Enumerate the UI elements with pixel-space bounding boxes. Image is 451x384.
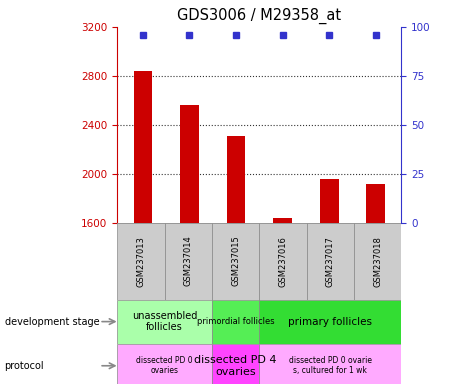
- Text: unassembled
follicles: unassembled follicles: [132, 311, 197, 333]
- Bar: [212, 344, 259, 384]
- Bar: [180, 105, 199, 223]
- Text: GSM237015: GSM237015: [231, 236, 240, 286]
- Text: dissected PD 4
ovaries: dissected PD 4 ovaries: [194, 355, 277, 377]
- Bar: [117, 300, 212, 344]
- Bar: [320, 179, 339, 223]
- Bar: [212, 300, 259, 344]
- Text: development stage: development stage: [5, 316, 99, 327]
- Text: primary follicles: primary follicles: [288, 316, 373, 327]
- Text: GSM237018: GSM237018: [373, 236, 382, 286]
- Text: GSM237013: GSM237013: [137, 236, 145, 286]
- Title: GDS3006 / M29358_at: GDS3006 / M29358_at: [177, 8, 341, 24]
- Bar: [133, 71, 152, 223]
- Bar: [165, 223, 212, 300]
- Bar: [273, 218, 292, 223]
- Bar: [307, 223, 354, 300]
- Text: dissected PD 0
ovaries: dissected PD 0 ovaries: [136, 356, 193, 376]
- Text: GSM237014: GSM237014: [184, 236, 193, 286]
- Bar: [227, 136, 245, 223]
- Text: protocol: protocol: [5, 361, 44, 371]
- Bar: [259, 344, 401, 384]
- Text: dissected PD 0 ovarie
s, cultured for 1 wk: dissected PD 0 ovarie s, cultured for 1 …: [289, 356, 372, 376]
- Bar: [354, 223, 401, 300]
- Text: GSM237017: GSM237017: [326, 236, 335, 286]
- Text: GSM237016: GSM237016: [279, 236, 287, 286]
- Bar: [212, 223, 259, 300]
- Bar: [367, 184, 385, 223]
- Bar: [117, 223, 165, 300]
- Bar: [259, 223, 307, 300]
- Bar: [117, 344, 212, 384]
- Text: primordial follicles: primordial follicles: [197, 317, 275, 326]
- Bar: [259, 300, 401, 344]
